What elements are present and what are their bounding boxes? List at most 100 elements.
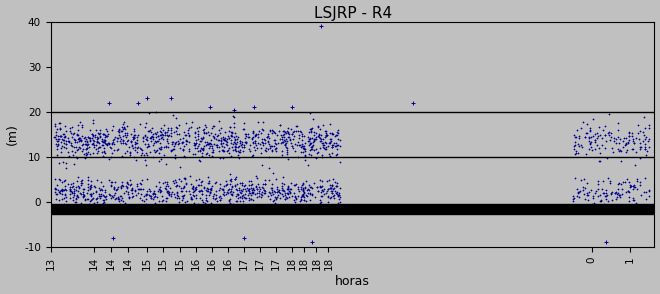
Point [184, 188, 195, 193]
Point [106, 195, 116, 200]
Point [594, 125, 605, 130]
Point [127, 135, 138, 139]
Point [224, 187, 234, 191]
Point [55, 145, 66, 150]
Point [192, 137, 203, 142]
Point [226, 140, 237, 145]
Point [614, 141, 624, 146]
Point [327, 187, 338, 192]
Point [211, 188, 222, 193]
Point [258, 143, 269, 148]
Point [188, 188, 199, 193]
Point [154, 151, 164, 155]
Point [205, 187, 216, 191]
Point [318, 123, 329, 128]
Point [69, 193, 79, 198]
Point [228, 142, 238, 146]
Point [66, 189, 77, 193]
Point [298, 146, 309, 151]
Point [168, 178, 178, 183]
Point [114, 208, 124, 213]
Point [331, 130, 342, 135]
Point [331, 140, 342, 145]
Point [253, 189, 264, 194]
Point [59, 134, 70, 139]
Point [151, 132, 162, 136]
Point [58, 188, 69, 193]
Point [127, 146, 138, 151]
Point [225, 171, 236, 176]
Point [216, 141, 226, 145]
Point [241, 133, 251, 138]
Point [297, 188, 308, 193]
Point [271, 176, 282, 181]
Point [122, 138, 133, 143]
Point [614, 148, 624, 153]
Point [100, 188, 111, 192]
Point [314, 178, 325, 183]
Point [170, 195, 180, 199]
Point [184, 146, 195, 151]
Point [280, 203, 291, 208]
Point [193, 189, 204, 193]
Point [259, 136, 270, 141]
Point [246, 186, 256, 191]
Point [55, 178, 66, 183]
Point [273, 128, 284, 133]
Point [231, 186, 242, 191]
Point [241, 139, 251, 144]
Point [324, 140, 335, 145]
Point [160, 133, 170, 138]
Point [156, 147, 166, 151]
Point [314, 184, 325, 188]
Point [272, 133, 282, 137]
Point [644, 194, 654, 198]
Point [573, 191, 583, 196]
Point [232, 139, 243, 144]
Point [246, 193, 257, 198]
Point [134, 121, 145, 126]
Point [172, 195, 182, 200]
Point [300, 158, 311, 163]
Point [86, 136, 97, 140]
Point [87, 196, 98, 201]
Point [228, 115, 239, 120]
Point [156, 145, 166, 150]
Point [622, 148, 632, 152]
Point [117, 126, 128, 131]
Point [640, 135, 651, 139]
Point [319, 186, 329, 191]
Point [148, 132, 158, 136]
Point [644, 144, 655, 149]
Point [84, 187, 95, 191]
Point [54, 190, 65, 195]
Point [93, 149, 104, 153]
Point [313, 133, 323, 138]
Point [303, 186, 313, 191]
Point [166, 128, 177, 133]
Point [190, 142, 201, 147]
Point [263, 139, 273, 143]
Point [150, 150, 160, 155]
Point [98, 193, 108, 197]
Point [73, 123, 83, 127]
Point [65, 188, 75, 193]
Point [304, 130, 314, 135]
Point [299, 197, 310, 202]
Point [81, 146, 92, 151]
Point [263, 193, 273, 198]
Point [327, 145, 337, 149]
Point [192, 126, 203, 131]
Point [299, 146, 310, 151]
Point [191, 178, 201, 182]
Point [311, 146, 321, 151]
Point [334, 186, 345, 191]
Point [81, 151, 91, 156]
Point [201, 192, 212, 197]
Point [609, 139, 619, 144]
Point [87, 142, 98, 147]
Point [587, 133, 598, 138]
Point [158, 128, 168, 132]
Point [144, 144, 154, 148]
Point [631, 135, 642, 140]
